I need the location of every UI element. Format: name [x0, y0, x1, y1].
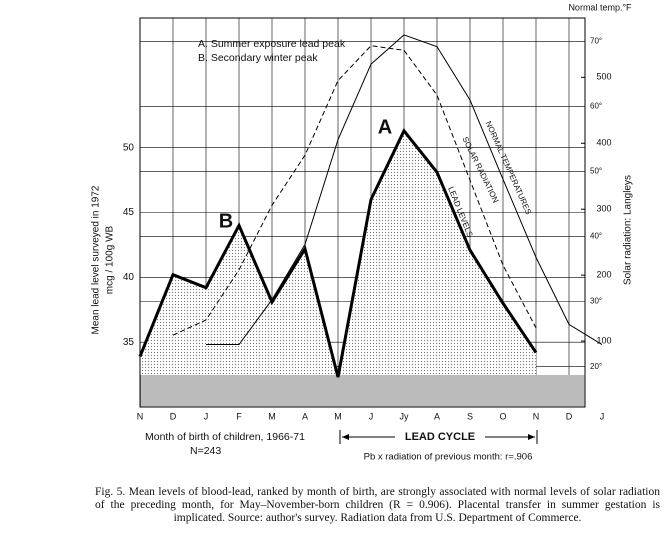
series-line [206, 34, 603, 346]
y2-tick-label: 100 [596, 335, 611, 345]
x-tick-label: O [499, 411, 506, 421]
y-tick-label: 50 [123, 142, 135, 153]
x-tick-label: A [434, 411, 440, 421]
peak-a: A [378, 116, 392, 138]
x-axis-title: Month of birth of children, 1966-71 [145, 431, 305, 443]
y2-axis-title: Solar radiation: Langleys [623, 175, 634, 285]
x-tick-label: D [170, 411, 177, 421]
chart: A. Summer exposure lead peak B. Secondar… [91, 2, 634, 463]
fills [140, 18, 585, 407]
y3-tick-label: 40° [590, 232, 602, 241]
x-tick-label: J [600, 411, 605, 421]
x-tick-label: A [302, 411, 308, 421]
y3-tick-label: 30° [590, 297, 602, 306]
cycle-label-bg [395, 430, 485, 444]
correlation-note: Pb x radiation of previous month: r=.906 [364, 452, 533, 463]
y2-tick-label: 200 [596, 270, 611, 280]
y-tick-label: 45 [123, 207, 135, 218]
y3-tick-label: 50° [590, 167, 602, 176]
y3-axis-title: Normal temp.°F [568, 2, 632, 12]
x-tick-label: J [204, 411, 209, 421]
plot-frame [139, 17, 586, 408]
n-label: N=243 [190, 445, 221, 457]
cycle-label: LEAD CYCLE [405, 431, 475, 443]
series-line [138, 128, 538, 378]
lead-area [140, 130, 536, 407]
x-tick-label: D [566, 411, 573, 421]
y-axis-title: mcg / 100g WB [105, 225, 116, 294]
x-tick-label: N [533, 411, 540, 421]
x-tick-label: M [334, 411, 342, 421]
y3-tick-label: 70° [590, 37, 602, 46]
x-tick-label: Jy [400, 411, 410, 421]
y2-tick-label: 500 [596, 72, 611, 82]
x-tick-label: M [268, 411, 276, 421]
y-tick-label: 35 [123, 337, 135, 348]
x-tick-label: S [467, 411, 473, 421]
y3-tick-label: 20° [590, 362, 602, 371]
peak-b: B [219, 210, 233, 232]
y3-tick-label: 60° [590, 102, 602, 111]
note-b: B. Secondary winter peak [198, 52, 318, 64]
x-tick-label: N [137, 411, 144, 421]
y-tick-label: 40 [123, 272, 135, 283]
x-tick-label: F [236, 411, 242, 421]
x-tick-label: J [369, 411, 374, 421]
y2-tick-label: 300 [596, 204, 611, 214]
y2-tick-label: 400 [596, 138, 611, 148]
caption: Fig. 5. Mean levels of blood-lead, ranke… [95, 486, 660, 524]
y-axis-title: Mean lead level surveyed in 1972 [91, 185, 102, 334]
note-a: A. Summer exposure lead peak [198, 38, 346, 50]
lower-band [140, 375, 585, 407]
series-line [172, 45, 537, 336]
